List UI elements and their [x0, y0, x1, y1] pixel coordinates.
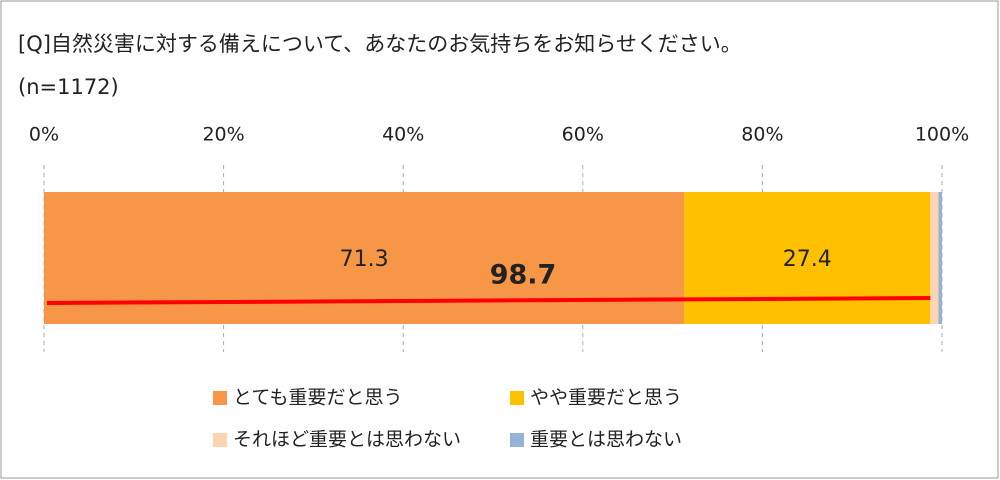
chart-subtitle: (n=1172): [18, 75, 119, 99]
x-tick-label: 20%: [202, 124, 244, 146]
data-label: 71.3: [340, 247, 389, 272]
legend-swatch: [213, 391, 227, 405]
legend-swatch: [213, 433, 227, 447]
total-label: 98.7: [490, 260, 557, 291]
data-label: 27.4: [783, 247, 832, 272]
legend-label: それほど重要とは思わない: [233, 429, 461, 451]
x-tick-label: 40%: [382, 124, 424, 146]
x-tick-label: 0%: [29, 124, 59, 146]
x-tick-label: 80%: [741, 124, 783, 146]
legend-swatch: [510, 433, 524, 447]
legend-swatch: [510, 391, 524, 405]
bar-segment: [930, 192, 939, 324]
bar-segment: [684, 192, 931, 324]
bar-segment: [938, 192, 942, 324]
legend-label: とても重要だと思う: [233, 387, 402, 409]
chart-title: [Q]自然災害に対する備えについて、あなたのお気持ちをお知らせください。: [18, 32, 742, 56]
total-line: [46, 296, 931, 305]
x-tick-label: 60%: [562, 124, 604, 146]
x-tick-label: 100%: [915, 124, 969, 146]
legend-label: 重要とは思わない: [530, 429, 682, 451]
legend-label: やや重要だと思う: [530, 387, 682, 409]
